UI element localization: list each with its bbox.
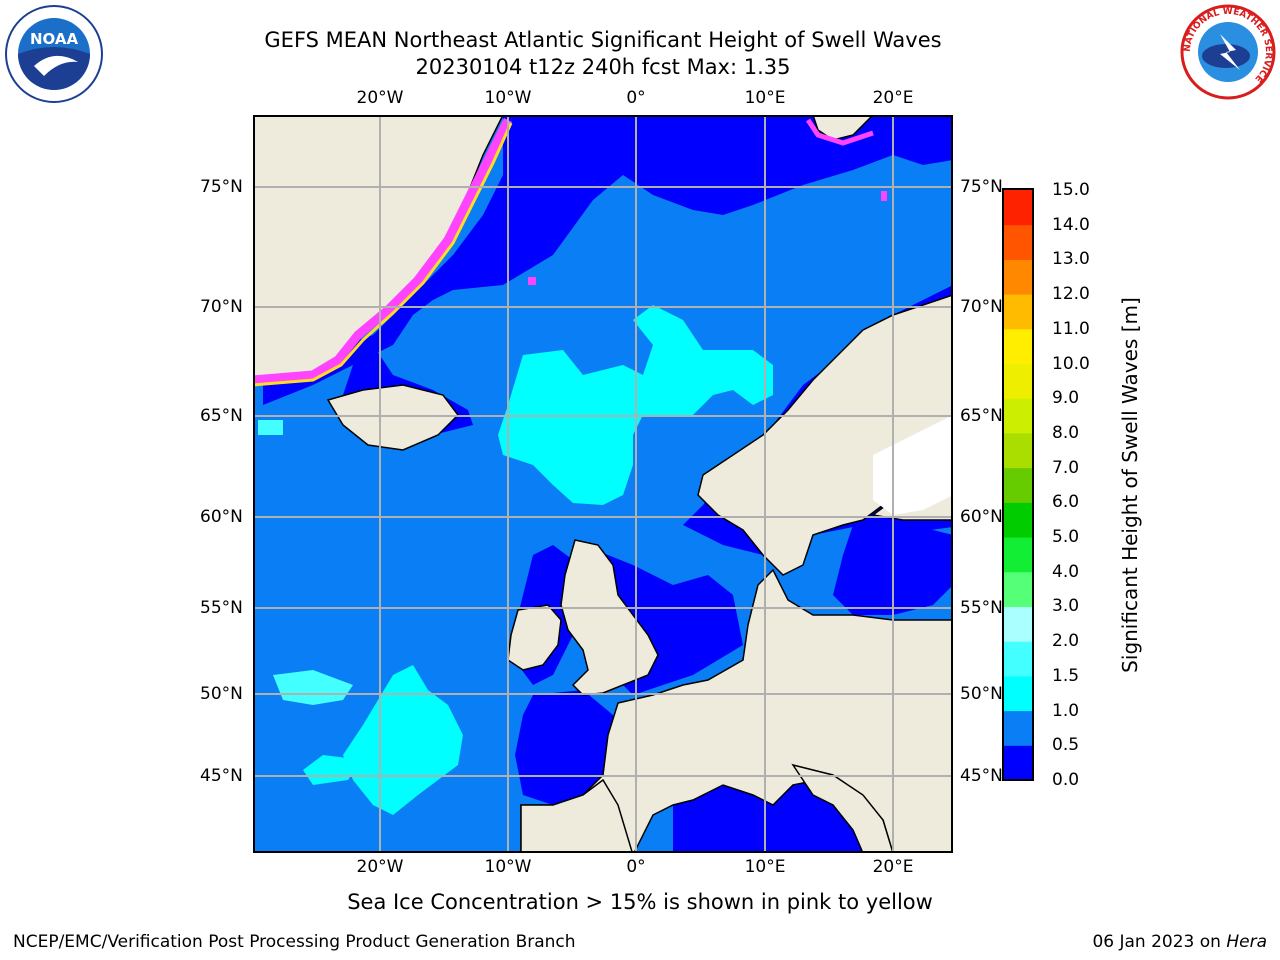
colorbar-tick-label: 14.0 xyxy=(1052,214,1090,235)
chart-subtitle: 20230104 t12z 240h fcst Max: 1.35 xyxy=(415,55,791,79)
swell-patch-north-atlantic xyxy=(343,665,463,815)
lat-label-right: 70°N xyxy=(960,297,1003,317)
footer-date-text: 06 Jan 2023 on xyxy=(1092,932,1227,952)
lat-label-right: 65°N xyxy=(960,406,1003,426)
ireland xyxy=(507,604,562,671)
lat-label-right: 75°N xyxy=(960,177,1003,197)
lat-label-right: 50°N xyxy=(960,684,1003,704)
lat-label-left: 45°N xyxy=(200,766,243,786)
sea-ice-spot xyxy=(881,191,887,201)
colorbar-segment xyxy=(1004,259,1032,295)
colorbar xyxy=(1002,188,1034,781)
lat-label-left: 60°N xyxy=(200,507,243,527)
colorbar-frame xyxy=(1002,188,1034,781)
noaa-logo-text: NOAA xyxy=(30,30,79,48)
colorbar-tick-label: 3.0 xyxy=(1052,596,1080,617)
lon-label-top: 20°W xyxy=(356,88,404,108)
lat-label-right: 45°N xyxy=(960,766,1003,786)
colorbar-tick-label: 10.0 xyxy=(1052,353,1090,374)
footer-host: Hera xyxy=(1226,932,1267,952)
lon-label-top: 10°W xyxy=(484,88,532,108)
colorbar-tick-label: 6.0 xyxy=(1052,492,1080,513)
colorbar-segment xyxy=(1004,502,1032,538)
colorbar-segment xyxy=(1004,606,1032,642)
swell-patch-southwest xyxy=(303,755,363,785)
iberia xyxy=(520,778,634,853)
colorbar-segment xyxy=(1004,467,1032,503)
great-britain xyxy=(560,539,659,696)
lat-label-left: 65°N xyxy=(200,406,243,426)
colorbar-segment xyxy=(1004,224,1032,260)
colorbar-segment xyxy=(1004,190,1032,226)
colorbar-tick-label: 7.0 xyxy=(1052,457,1080,478)
graticule xyxy=(253,115,953,853)
colorbar-segment xyxy=(1004,745,1032,781)
swell-height-map xyxy=(253,115,953,853)
sea-ice-spot xyxy=(528,277,536,285)
iceland xyxy=(326,384,459,451)
sea-ice-svalbard xyxy=(805,118,874,146)
colorbar-tick-label: 4.0 xyxy=(1052,561,1080,582)
noaa-logo-icon: NOAA xyxy=(5,5,103,103)
chart-title: GEFS MEAN Northeast Atlantic Significant… xyxy=(264,28,942,52)
colorbar-segment xyxy=(1004,432,1032,469)
lon-label-top: 10°E xyxy=(744,88,786,108)
lon-label-bottom: 20°E xyxy=(872,857,914,877)
lon-label-bottom: 10°W xyxy=(484,857,532,877)
lat-label-left: 70°N xyxy=(200,297,243,317)
map-frame xyxy=(253,115,953,853)
colorbar-tick-label: 1.5 xyxy=(1052,665,1080,686)
sea-ice-edge-inner xyxy=(253,122,513,387)
colorbar-segment xyxy=(1004,363,1032,399)
lon-label-top: 0° xyxy=(626,88,646,108)
lon-label-bottom: 10°E xyxy=(744,857,786,877)
colorbar-segment xyxy=(1004,294,1032,330)
sea-ice-note: Sea Ice Concentration > 15% is shown in … xyxy=(347,890,933,914)
colorbar-tick-label: 0.0 xyxy=(1052,770,1080,790)
footer-credit: NCEP/EMC/Verification Post Processing Pr… xyxy=(13,932,576,952)
swell-patch-west-scatter xyxy=(273,670,353,705)
colorbar-label: Significant Height of Swell Waves [m] xyxy=(1118,297,1142,673)
footer-date: 06 Jan 2023 on Hera xyxy=(1092,932,1267,952)
colorbar-tick-label: 15.0 xyxy=(1052,180,1090,200)
low-swell-mediterranean xyxy=(673,775,893,853)
colorbar-tick-label: 12.0 xyxy=(1052,284,1090,305)
lon-label-bottom: 20°W xyxy=(356,857,404,877)
nws-logo-icon: NATIONAL WEATHER SERVICE xyxy=(1180,4,1276,100)
lat-label-left: 55°N xyxy=(200,598,243,618)
lat-label-right: 55°N xyxy=(960,598,1003,618)
colorbar-tick-label: 0.5 xyxy=(1052,735,1080,756)
colorbar-segment xyxy=(1004,537,1032,573)
italy xyxy=(791,763,894,853)
colorbar-tick-label: 2.0 xyxy=(1052,631,1080,652)
colorbar-tick-label: 5.0 xyxy=(1052,527,1080,548)
colorbar-segment xyxy=(1004,398,1032,434)
lon-label-top: 20°E xyxy=(872,88,914,108)
colorbar-segment xyxy=(1004,571,1032,607)
lat-label-right: 60°N xyxy=(960,507,1003,527)
colorbar-tick-label: 11.0 xyxy=(1052,318,1090,339)
swell-patch-small xyxy=(258,420,283,435)
lon-label-bottom: 0° xyxy=(626,857,646,877)
lat-label-left: 50°N xyxy=(200,684,243,704)
sea-ice-edge xyxy=(253,117,513,385)
colorbar-segment xyxy=(1004,675,1032,712)
colorbar-segment xyxy=(1004,328,1032,365)
svalbard xyxy=(812,115,875,141)
colorbar-segment xyxy=(1004,641,1032,677)
colorbar-segment xyxy=(1004,710,1032,746)
colorbar-tick-label: 1.0 xyxy=(1052,700,1080,721)
colorbar-tick-label: 9.0 xyxy=(1052,388,1080,409)
colorbar-tick-label: 8.0 xyxy=(1052,422,1080,443)
lat-label-left: 75°N xyxy=(200,177,243,197)
colorbar-tick-label: 13.0 xyxy=(1052,249,1090,270)
